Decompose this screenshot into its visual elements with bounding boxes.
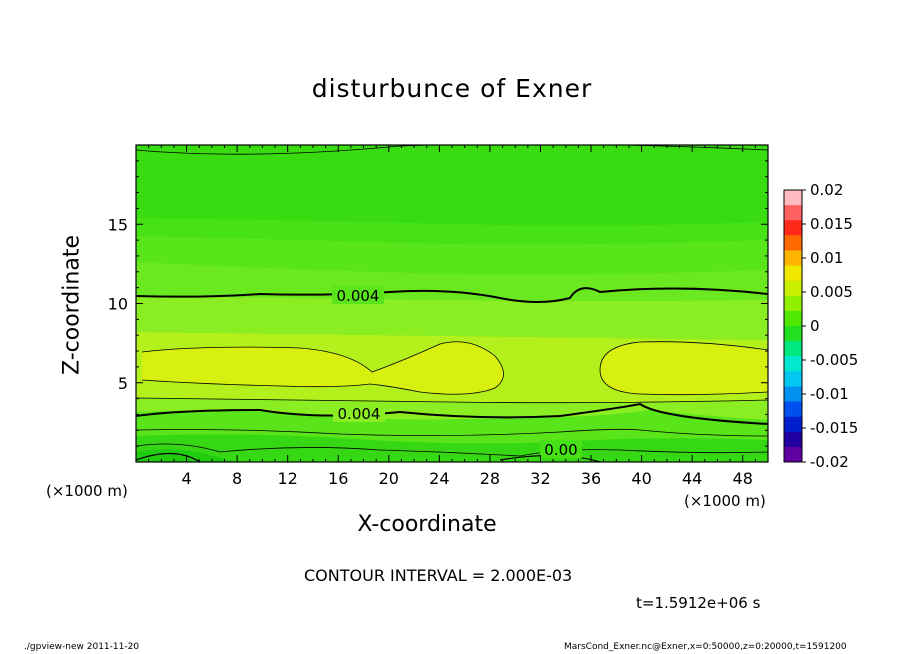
contour-label: 0.004 bbox=[338, 405, 381, 423]
x-tick-label: 28 bbox=[480, 469, 500, 488]
x-tick-label: 24 bbox=[429, 469, 449, 488]
footer-right: MarsCond_Exner.nc@Exner,x=0:50000,z=0:20… bbox=[564, 642, 847, 652]
colorbar-swatch bbox=[784, 205, 802, 221]
colorbar-tick-label: -0.01 bbox=[810, 385, 849, 403]
colorbar-swatch bbox=[784, 446, 802, 463]
contour-label: 0.00 bbox=[544, 441, 577, 459]
x-tick-label: 4 bbox=[181, 469, 191, 488]
chart-title: disturbunce of Exner bbox=[311, 74, 593, 103]
colorbar-swatch bbox=[784, 431, 802, 448]
x-tick-label: 48 bbox=[733, 469, 753, 488]
colorbar-tick-label: 0.015 bbox=[810, 215, 853, 233]
colorbar-swatch bbox=[784, 371, 802, 387]
colorbar-swatch bbox=[784, 235, 802, 251]
colorbar-swatch bbox=[784, 280, 802, 297]
colorbar-swatch bbox=[784, 356, 802, 372]
colorbar-tick-label: 0.01 bbox=[810, 249, 843, 267]
colorbar-tick-label: 0.005 bbox=[810, 283, 853, 301]
colorbar-tick-label: -0.02 bbox=[810, 453, 849, 471]
x-tick-label: 40 bbox=[631, 469, 651, 488]
colorbar-swatch bbox=[784, 341, 802, 357]
x-tick-label: 36 bbox=[581, 469, 601, 488]
colorbar-swatch bbox=[784, 265, 802, 282]
y-tick-label: 5 bbox=[118, 374, 128, 393]
plot-area bbox=[136, 145, 768, 462]
time-label: t=1.5912e+06 s bbox=[636, 594, 761, 612]
colorbar-tick-label: 0 bbox=[810, 317, 820, 335]
colorbar-swatch bbox=[784, 310, 802, 327]
x-tick-label: 16 bbox=[328, 469, 348, 488]
x-axis-label: X-coordinate bbox=[357, 512, 497, 537]
x-tick-label: 8 bbox=[232, 469, 242, 488]
x-tick-label: 20 bbox=[379, 469, 399, 488]
y-tick-label: 10 bbox=[108, 295, 128, 314]
colorbar-swatch bbox=[784, 190, 802, 206]
colorbar-swatch bbox=[784, 220, 802, 236]
y-axis-label: Z-coordinate bbox=[59, 235, 85, 375]
x-tick-label: 32 bbox=[530, 469, 550, 488]
y-tick-label: 15 bbox=[108, 215, 128, 234]
contour-label: 0.004 bbox=[337, 287, 380, 305]
colorbar-swatch bbox=[784, 295, 802, 312]
colorbar-swatch bbox=[784, 416, 802, 433]
contour-interval-note: CONTOUR INTERVAL = 2.000E-03 bbox=[304, 566, 573, 585]
colorbar-swatch bbox=[784, 326, 802, 342]
colorbar-swatch bbox=[784, 250, 802, 267]
colorbar-tick-label: 0.02 bbox=[810, 181, 843, 199]
footer-left: ./gpview-new 2011-11-20 bbox=[24, 642, 140, 652]
colorbar-tick-label: -0.005 bbox=[810, 351, 858, 369]
colorbar-tick-label: -0.015 bbox=[810, 419, 858, 437]
x-tick-label: 44 bbox=[682, 469, 702, 488]
x-tick-label: 12 bbox=[278, 469, 298, 488]
colorbar-swatch bbox=[784, 401, 802, 418]
x-unit-label-left: (×1000 m) bbox=[46, 482, 128, 500]
x-unit-label-right: (×1000 m) bbox=[684, 492, 766, 510]
colorbar-swatch bbox=[784, 386, 802, 403]
